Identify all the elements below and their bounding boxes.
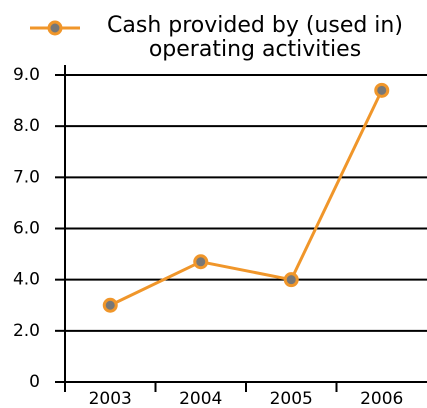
x-tick-label: 2004	[179, 389, 222, 408]
x-tick-label: 2006	[360, 389, 403, 408]
series-line	[109, 89, 384, 307]
y-tick-label: 0	[29, 372, 40, 392]
legend-label: Cash provided by (used in) operating act…	[107, 13, 403, 62]
data-point	[283, 272, 299, 288]
data-point	[193, 254, 209, 270]
y-tick-label: 4.0	[13, 270, 40, 290]
y-tick-label: 8.0	[13, 116, 40, 136]
x-tick-label: 2003	[89, 389, 132, 408]
y-tick-label: 2.0	[13, 321, 40, 341]
y-tick-label: 9.0	[13, 65, 40, 85]
data-point	[102, 297, 118, 313]
data-point	[374, 82, 390, 98]
y-tick-label: 6.0	[13, 219, 40, 239]
x-tick-label: 2005	[270, 389, 313, 408]
y-tick-label: 7.0	[13, 167, 40, 187]
legend-marker	[47, 20, 63, 36]
